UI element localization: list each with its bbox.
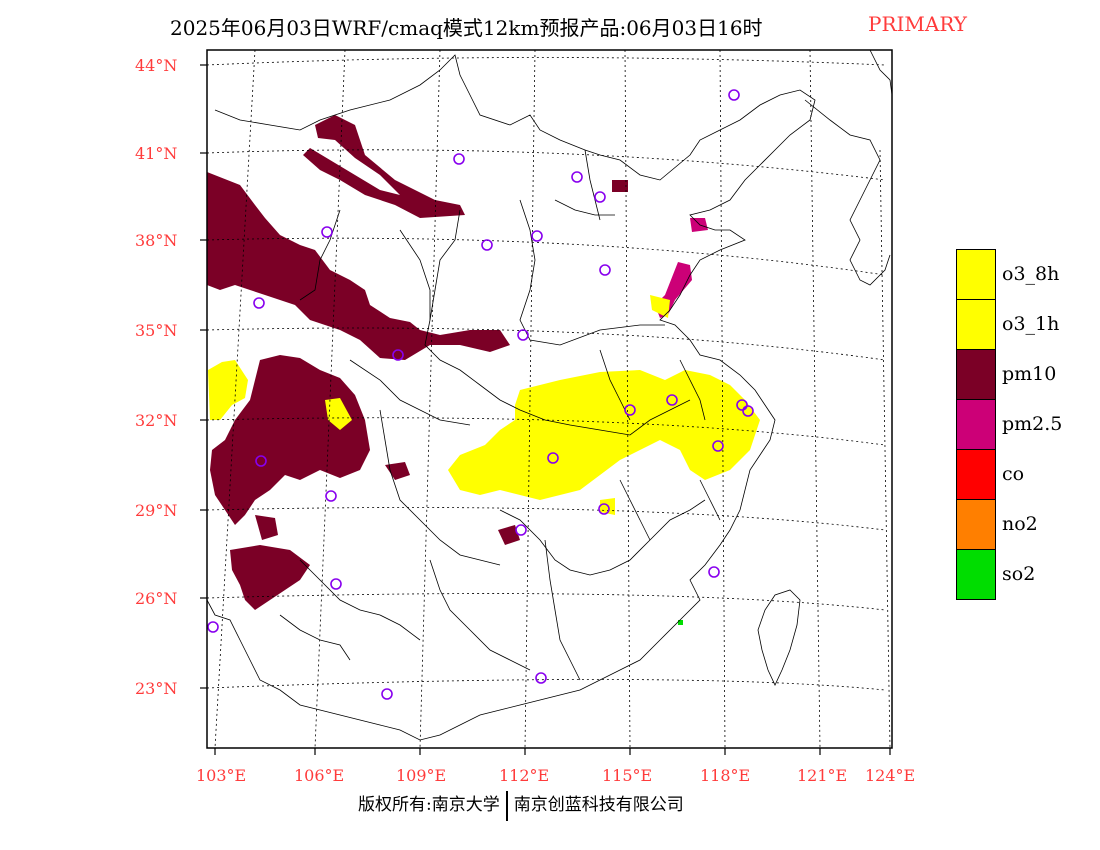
legend-label: so2 <box>1002 563 1036 585</box>
lon-label-124e: 124°E <box>865 766 916 785</box>
korea-coast <box>804 49 893 286</box>
lon-label-109e: 109°E <box>396 766 447 785</box>
lon-label-103e: 103°E <box>196 766 247 785</box>
primary-label: PRIMARY <box>868 12 967 36</box>
legend-swatch <box>956 549 996 600</box>
footer-separator <box>505 790 508 821</box>
legend-swatch <box>956 399 996 450</box>
lat-label-35n: 35°N <box>135 321 178 340</box>
lat-label-41n: 41°N <box>135 144 178 163</box>
legend-swatch <box>956 299 996 350</box>
graticule-lat-lines <box>206 57 886 691</box>
legend-swatch <box>956 449 996 500</box>
legend-item-o3-8h: o3_8h <box>956 249 1096 300</box>
legend-label: no2 <box>1002 513 1038 535</box>
legend-item-no2: no2 <box>956 499 1096 550</box>
legend-label: co <box>1002 463 1025 485</box>
province-boundaries <box>206 54 816 741</box>
lat-label-23n: 23°N <box>135 679 178 698</box>
legend-label: o3_1h <box>1002 313 1060 335</box>
lat-label-38n: 38°N <box>135 231 178 250</box>
taiwan-island <box>757 589 801 686</box>
map-frame <box>206 49 893 749</box>
legend-swatch <box>956 349 996 400</box>
legend-item-pm25: pm2.5 <box>956 399 1096 450</box>
legend-item-o3-1h: o3_1h <box>956 299 1096 350</box>
graticule-lon-lines <box>214 49 891 749</box>
pollution-so2-spot <box>678 620 683 625</box>
pollution-pm10-areas <box>207 115 628 610</box>
legend-item-so2: so2 <box>956 549 1096 600</box>
legend-label: pm10 <box>1002 363 1057 385</box>
axis-ticks <box>200 64 891 755</box>
legend-item-co: co <box>956 449 1096 500</box>
map-title: 2025年06月03日WRF/cmaq模式12km预报产品:06月03日16时 <box>170 16 763 40</box>
lon-label-112e: 112°E <box>499 766 550 785</box>
title-row: 2025年06月03日WRF/cmaq模式12km预报产品:06月03日16时 … <box>0 12 1100 42</box>
lon-label-121e: 121°E <box>797 766 848 785</box>
legend-label: pm2.5 <box>1002 413 1063 435</box>
legend-swatch <box>956 249 996 300</box>
legend: o3_8h o3_1h pm10 pm2.5 co no2 so2 <box>956 249 1096 600</box>
footer-copyright: 版权所有:南京大学 <box>358 795 500 815</box>
city-markers <box>207 89 754 700</box>
lat-label-32n: 32°N <box>135 411 178 430</box>
footer: 版权所有:南京大学 南京创蓝科技有限公司 <box>358 790 684 821</box>
legend-item-pm10: pm10 <box>956 349 1096 400</box>
legend-swatch <box>956 499 996 550</box>
lon-label-115e: 115°E <box>602 766 653 785</box>
lon-label-106e: 106°E <box>294 766 345 785</box>
lat-label-29n: 29°N <box>135 501 178 520</box>
legend-label: o3_8h <box>1002 263 1060 285</box>
lat-label-44n: 44°N <box>135 56 178 75</box>
lat-label-26n: 26°N <box>135 589 178 608</box>
lon-label-118e: 118°E <box>700 766 751 785</box>
footer-company: 南京创蓝科技有限公司 <box>513 795 684 815</box>
